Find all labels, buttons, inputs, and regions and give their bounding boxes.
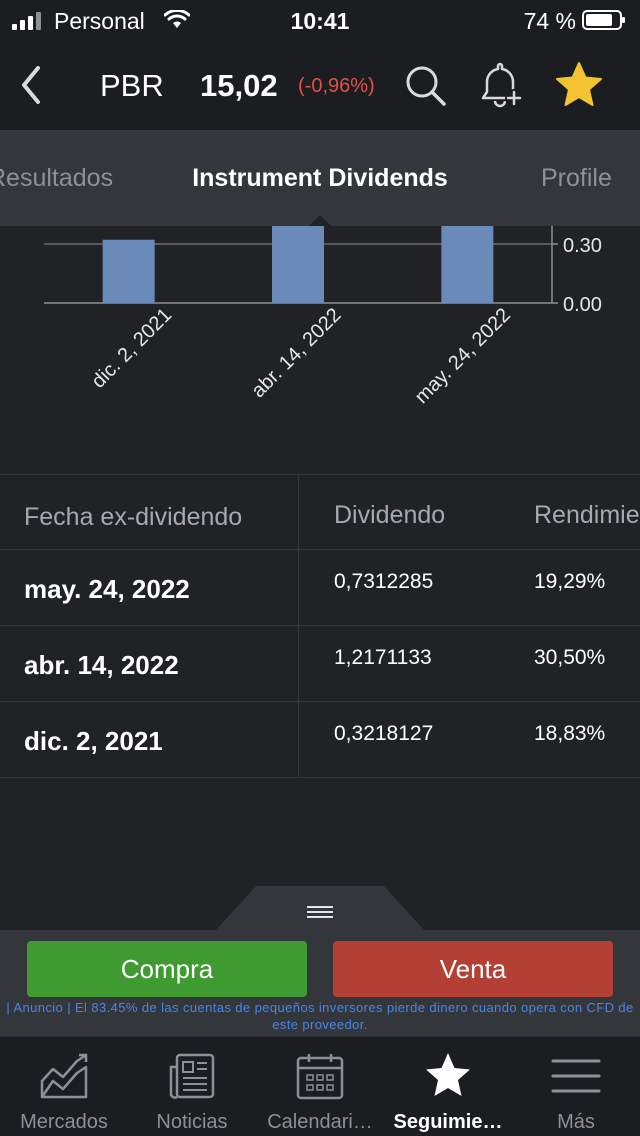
search-icon[interactable] — [404, 64, 448, 108]
nav-item-news[interactable]: Noticias — [128, 1037, 256, 1136]
tab-results[interactable]: Resultados — [0, 164, 114, 192]
nav-item-calendar[interactable]: Calendari… — [256, 1037, 384, 1136]
x-tick-label: may. 24, 2022 — [411, 304, 515, 408]
nav-label: Seguimie… — [393, 1111, 503, 1133]
yield-cell: 19,29% — [534, 570, 606, 593]
nav-label: Calendari… — [267, 1111, 373, 1133]
column-divider — [298, 702, 299, 777]
instrument-symbol: PBR — [100, 68, 164, 103]
chart-bar — [441, 226, 494, 303]
nav-item-more[interactable]: Más — [512, 1037, 640, 1136]
dividend-cell: 0,3218127 — [334, 722, 434, 745]
back-chevron-icon[interactable] — [14, 62, 48, 108]
ex-date-cell: may. 24, 2022 — [24, 574, 190, 604]
nav-label: Más — [557, 1111, 595, 1133]
ex-date-cell: dic. 2, 2021 — [24, 726, 163, 756]
table-row: may. 24, 2022 0,7312285 19,29% — [0, 550, 640, 626]
risk-disclaimer[interactable]: | Anuncio | El 83.45% de las cuentas de … — [6, 1000, 634, 1032]
battery-percentage: 74 % — [523, 8, 576, 34]
drag-handle-icon — [307, 906, 333, 918]
column-divider — [298, 550, 299, 625]
bell-plus-icon[interactable] — [478, 62, 524, 110]
dividend-cell: 0,7312285 — [334, 570, 434, 593]
carrier-name: Personal — [54, 8, 145, 34]
chart-bar — [102, 239, 155, 303]
dividends-table: Fecha ex-dividendo Dividendo Rendimiento… — [0, 474, 640, 778]
tab-instrument-dividends[interactable]: Instrument Dividends — [192, 164, 448, 192]
wifi-icon — [164, 10, 190, 28]
nav-item-markets[interactable]: Mercados — [0, 1037, 128, 1136]
clock: 10:41 — [290, 8, 350, 34]
chart-bar — [272, 226, 324, 303]
nav-label: Noticias — [156, 1111, 228, 1133]
battery-icon — [582, 10, 625, 30]
calendar-icon — [296, 1054, 344, 1100]
status-bar: Personal 10:41 74 % — [0, 0, 640, 40]
column-divider — [298, 475, 299, 549]
yield-cell: 18,83% — [534, 722, 606, 745]
dividends-chart: 0.30 0.00 dic. 2, 2021 abr. 14, 2022 may. 24… — [0, 226, 640, 474]
dividends-chart-svg: 0.30 0.00 dic. 2, 2021 abr. 14, 2022 may. 24… — [44, 226, 602, 408]
tab-profile[interactable]: Profile — [541, 164, 612, 192]
column-header-yield: Rendimiento — [534, 501, 640, 529]
newspaper-icon — [169, 1053, 215, 1099]
ex-date-cell: abr. 14, 2022 — [24, 650, 179, 680]
bottom-navigation: Mercados Noticias Calendari… Seguimie… M… — [0, 1036, 640, 1136]
instrument-price: 15,02 — [200, 68, 278, 103]
y-tick-label: 0.30 — [563, 235, 602, 257]
drawer-handle[interactable] — [216, 886, 424, 930]
column-header-ex-date: Fecha ex-dividendo — [24, 503, 243, 531]
sell-button[interactable]: Venta — [333, 941, 613, 997]
signal-strength-icon — [12, 12, 41, 30]
trade-bar: Compra Venta | Anuncio | El 83.45% de la… — [0, 930, 640, 1036]
nav-label: Mercados — [20, 1111, 108, 1133]
star-icon — [426, 1053, 470, 1096]
chart-trend-icon — [40, 1053, 88, 1099]
table-header-row: Fecha ex-dividendo Dividendo Rendimiento — [0, 475, 640, 550]
table-row: dic. 2, 2021 0,3218127 18,83% — [0, 702, 640, 778]
buy-button[interactable]: Compra — [27, 941, 307, 997]
column-header-dividend: Dividendo — [334, 501, 446, 529]
y-tick-label: 0.00 — [563, 294, 602, 316]
dividend-cell: 1,2171133 — [334, 646, 432, 669]
instrument-header: PBR 15,02 (-0,96%) — [0, 40, 640, 130]
column-divider — [298, 626, 299, 701]
active-tab-pointer — [308, 215, 332, 226]
price-change: (-0,96%) — [298, 75, 375, 97]
x-tick-label: abr. 14, 2022 — [247, 304, 345, 402]
yield-cell: 30,50% — [534, 646, 606, 669]
section-tabs: Resultados Instrument Dividends Profile — [0, 130, 640, 226]
x-tick-label: dic. 2, 2021 — [88, 304, 177, 393]
hamburger-menu-icon — [551, 1059, 601, 1093]
nav-item-watchlist[interactable]: Seguimie… — [384, 1037, 512, 1136]
table-row: abr. 14, 2022 1,2171133 30,50% — [0, 626, 640, 702]
star-icon[interactable] — [554, 60, 604, 110]
